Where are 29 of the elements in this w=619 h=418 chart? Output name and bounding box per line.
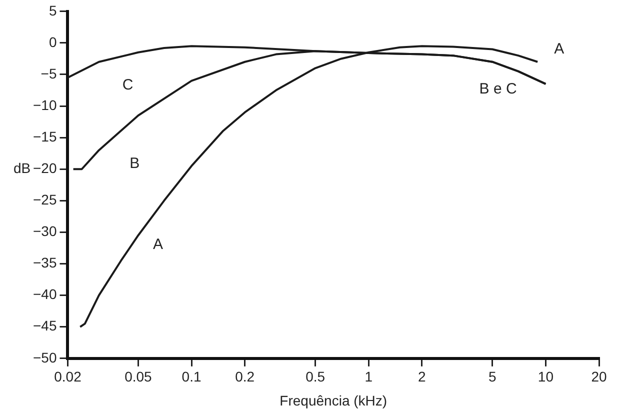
- annotation: A: [153, 236, 164, 254]
- y-tick-label: −40: [33, 286, 57, 302]
- x-tick-label: 10: [538, 368, 554, 385]
- y-tick-label: 5: [48, 2, 57, 18]
- x-tick-label: 0.2: [235, 368, 255, 385]
- y-tick-label: −10: [33, 96, 57, 113]
- x-tick-label: 0.1: [182, 368, 202, 385]
- annotation: B e C: [479, 80, 517, 98]
- y-axis-title: dB: [13, 160, 31, 176]
- x-tick-label: 20: [591, 368, 607, 385]
- y-tick-label: −30: [33, 223, 57, 240]
- y-tick-label: −35: [33, 254, 57, 271]
- x-tick-label: 0.05: [124, 368, 152, 385]
- x-tick-label: 0.5: [306, 368, 326, 385]
- y-tick-label: −45: [33, 318, 57, 334]
- y-tick-label: −15: [33, 128, 57, 144]
- x-tick-label: 5: [488, 368, 496, 385]
- x-axis-title: Frequência (kHz): [280, 392, 388, 408]
- y-tick-label: −50: [33, 349, 57, 366]
- x-tick-label: 0.02: [54, 368, 82, 385]
- y-tick-label: −25: [33, 192, 57, 208]
- x-tick-label: 2: [418, 368, 426, 385]
- y-tick-label: 0: [48, 34, 57, 50]
- y-tick-label: −20: [33, 160, 57, 176]
- x-tick-label: 1: [364, 368, 373, 385]
- annotation: A: [554, 40, 564, 58]
- annotation: C: [122, 76, 134, 94]
- annotation: B: [130, 155, 140, 172]
- y-tick-label: −5: [40, 65, 57, 82]
